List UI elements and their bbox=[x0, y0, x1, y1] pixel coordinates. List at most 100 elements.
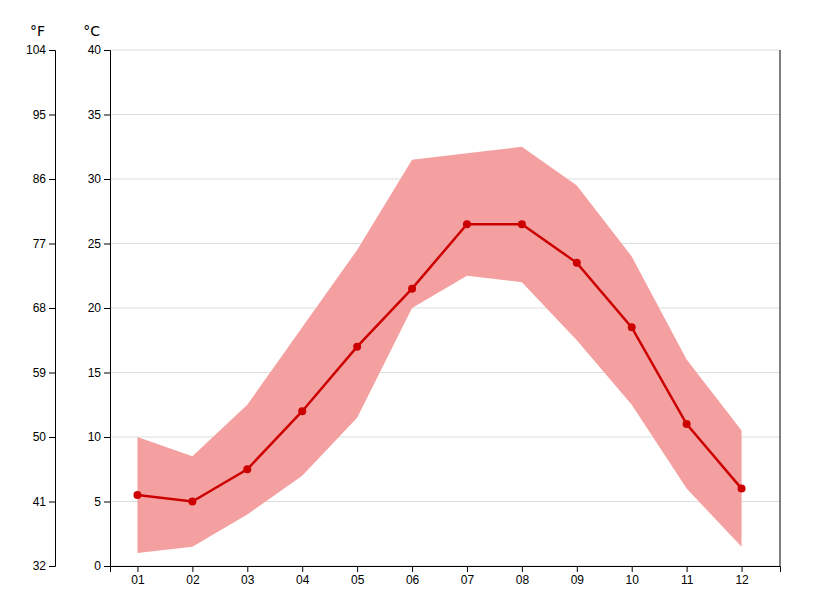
tick: 10 bbox=[626, 566, 640, 587]
marker bbox=[738, 485, 746, 493]
marker bbox=[628, 323, 636, 331]
tick: 50 bbox=[33, 430, 55, 444]
tick-label: 10 bbox=[88, 430, 102, 444]
tick-label: 09 bbox=[571, 573, 585, 587]
tick-mark bbox=[49, 115, 55, 116]
tick-mark bbox=[104, 502, 110, 503]
tick-mark bbox=[742, 566, 743, 572]
tick-mark bbox=[577, 566, 578, 572]
tick: 11 bbox=[681, 566, 694, 587]
grid-line bbox=[110, 308, 780, 309]
tick-mark bbox=[104, 373, 110, 374]
tick-label: 50 bbox=[33, 430, 47, 444]
tick-label: 15 bbox=[88, 366, 102, 380]
tick-mark bbox=[104, 308, 110, 309]
marker bbox=[683, 420, 691, 428]
tick-label: 07 bbox=[461, 573, 475, 587]
tick-mark bbox=[104, 566, 110, 567]
tick-mark bbox=[467, 566, 468, 572]
tick: 41 bbox=[33, 495, 55, 509]
tick-label: 06 bbox=[406, 573, 420, 587]
tick-label: 95 bbox=[33, 108, 47, 122]
axis-line bbox=[111, 567, 781, 573]
tick-label: 30 bbox=[88, 172, 102, 186]
tick-label: 02 bbox=[186, 573, 200, 587]
marker bbox=[518, 220, 526, 228]
tick-mark bbox=[687, 566, 688, 572]
line bbox=[137, 224, 741, 501]
tick-mark bbox=[357, 566, 358, 572]
axis-line bbox=[104, 51, 111, 567]
tick-mark bbox=[104, 437, 110, 438]
marker bbox=[573, 259, 581, 267]
tick-label: 20 bbox=[88, 301, 102, 315]
tick-label: 77 bbox=[33, 237, 47, 251]
tick: 05 bbox=[351, 566, 365, 587]
marker bbox=[243, 465, 251, 473]
tick: 30 bbox=[88, 172, 110, 186]
tick: 15 bbox=[88, 366, 110, 380]
marker bbox=[463, 220, 471, 228]
tick-label: 12 bbox=[735, 573, 749, 587]
tick-label: 10 bbox=[626, 573, 640, 587]
tick: 59 bbox=[33, 366, 55, 380]
tick: 09 bbox=[571, 566, 585, 587]
tick-mark bbox=[49, 373, 55, 374]
axis-title: °C bbox=[83, 23, 100, 39]
marker bbox=[188, 498, 196, 506]
marker bbox=[408, 285, 416, 293]
tick: 35 bbox=[88, 108, 110, 122]
tick-mark bbox=[104, 50, 110, 51]
marker bbox=[353, 343, 361, 351]
tick-mark bbox=[632, 566, 633, 572]
axis-title: °F bbox=[30, 23, 45, 39]
frame-right bbox=[780, 50, 781, 566]
tick-label: 05 bbox=[351, 573, 365, 587]
data bbox=[133, 147, 745, 553]
tick: 86 bbox=[33, 172, 55, 186]
tick: 68 bbox=[33, 301, 55, 315]
tick: 20 bbox=[88, 301, 110, 315]
tick-mark bbox=[104, 179, 110, 180]
tick-label: 86 bbox=[33, 172, 47, 186]
y2-axis: 32 41 50 59 68 77 86 95 104 bbox=[26, 43, 56, 573]
chart: 0102030405060708091011120510152025303540… bbox=[0, 0, 815, 611]
tick-mark bbox=[302, 566, 303, 572]
axis-line bbox=[49, 51, 56, 567]
x-axis: 01 02 03 04 05 06 07 08 09 10 11 12 bbox=[111, 566, 781, 587]
tick: 04 bbox=[296, 566, 310, 587]
tick-label: 5 bbox=[94, 495, 101, 509]
tick: 07 bbox=[461, 566, 475, 587]
marker bbox=[133, 491, 141, 499]
tick-mark bbox=[49, 502, 55, 503]
tick-label: 03 bbox=[241, 573, 255, 587]
tick: 01 bbox=[131, 566, 145, 587]
tick: 25 bbox=[88, 237, 110, 251]
tick: 32 bbox=[33, 559, 55, 573]
grid-line bbox=[110, 50, 780, 51]
tick: 77 bbox=[33, 237, 55, 251]
tick-label: 25 bbox=[88, 237, 102, 251]
tick: 10 bbox=[88, 430, 110, 444]
tick: 06 bbox=[406, 566, 420, 587]
tick-label: 0 bbox=[94, 559, 101, 573]
band bbox=[137, 147, 741, 553]
tick: 104 bbox=[26, 43, 55, 57]
tick: 0 bbox=[94, 559, 110, 573]
y-axis: 0 5 10 15 20 25 30 35 40 bbox=[88, 43, 111, 573]
tick-label: 08 bbox=[516, 573, 530, 587]
tick-mark bbox=[49, 50, 55, 51]
tick-mark bbox=[412, 566, 413, 572]
tick-mark bbox=[49, 244, 55, 245]
tick-mark bbox=[192, 566, 193, 572]
tick: 02 bbox=[186, 566, 200, 587]
tick: 08 bbox=[516, 566, 530, 587]
tick-mark bbox=[49, 437, 55, 438]
tick-mark bbox=[522, 566, 523, 572]
tick-label: 40 bbox=[88, 43, 102, 57]
tick-mark bbox=[104, 244, 110, 245]
tick-mark bbox=[49, 308, 55, 309]
tick-label: 68 bbox=[33, 301, 47, 315]
plot: 0102030405060708091011120510152025303540… bbox=[26, 23, 781, 587]
tick: 03 bbox=[241, 566, 255, 587]
